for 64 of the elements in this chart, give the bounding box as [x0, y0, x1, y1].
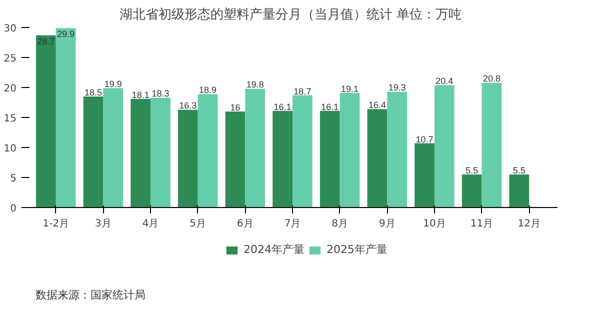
x-tick-label: 3月: [95, 218, 112, 230]
bar: [150, 98, 170, 208]
bar: [367, 109, 388, 208]
y-tick-label: 30: [4, 24, 17, 34]
y-tick-label: 25: [4, 54, 17, 64]
data-label: 16.1: [321, 102, 339, 112]
x-tick-label: 8月: [332, 218, 348, 230]
bar: [225, 112, 246, 208]
data-label: 18.1: [132, 90, 150, 100]
data-label: 18.5: [84, 88, 102, 98]
source-note: 数据来源：国家统计局: [36, 288, 146, 302]
data-label: 20.8: [482, 74, 500, 84]
x-tick-label: 5月: [190, 218, 206, 230]
bar: [414, 143, 434, 208]
data-label: 16.4: [368, 100, 386, 110]
x-tick-label: 7月: [284, 218, 301, 230]
x-tick-label: 11月: [470, 218, 494, 230]
y-tick-label: 5: [10, 174, 17, 184]
bar: [272, 110, 292, 208]
x-tick-label: 9月: [378, 218, 396, 230]
y-tick-label: 20: [4, 84, 17, 94]
bar: [387, 92, 408, 208]
data-label: 16.3: [179, 100, 197, 111]
bar: [340, 92, 360, 208]
bar: [198, 94, 218, 208]
bar: [292, 95, 312, 208]
data-label: 19.9: [104, 79, 122, 90]
bar: [320, 110, 340, 208]
bar: [130, 98, 151, 208]
data-label: 18.3: [152, 88, 170, 99]
data-label: 19.8: [246, 80, 264, 90]
data-label: 19.1: [341, 84, 359, 94]
data-label: 18.9: [199, 85, 217, 96]
legend-label: 2024年产量: [244, 242, 304, 257]
legend-label: 2025年产量: [326, 242, 388, 257]
data-label: 5.5: [512, 166, 526, 176]
bar: [434, 85, 454, 208]
chart-title: 湖北省初级形态的塑料产量分月（当月值）统计 单位：万吨: [119, 6, 462, 22]
x-tick-label: 4月: [142, 218, 159, 230]
bar: [56, 28, 76, 208]
data-label: 16: [230, 102, 240, 112]
data-label: 18.7: [294, 86, 312, 96]
data-label: 19.3: [388, 82, 406, 93]
y-tick-label: 0: [10, 204, 17, 214]
bar: [482, 82, 502, 208]
data-label: 5.5: [466, 166, 478, 176]
bar: [509, 174, 530, 208]
data-label: 16.1: [274, 102, 292, 112]
bar: [178, 110, 198, 208]
bar: [83, 96, 104, 208]
x-tick-label: 10月: [423, 218, 446, 230]
x-tick-label: 12月: [518, 218, 540, 230]
data-label: 28.7: [37, 36, 55, 46]
data-label: 10.7: [416, 134, 434, 144]
y-tick-label: 10: [4, 144, 17, 154]
x-tick-label: 6月: [236, 218, 254, 230]
bar: [462, 174, 482, 208]
data-label: 29.9: [57, 29, 75, 40]
bar: [245, 88, 266, 208]
bar: [103, 88, 124, 208]
data-label: 20.4: [436, 76, 454, 86]
bar: [36, 35, 56, 208]
x-tick-label: 1-2月: [42, 218, 70, 230]
y-tick-label: 15: [4, 114, 17, 124]
